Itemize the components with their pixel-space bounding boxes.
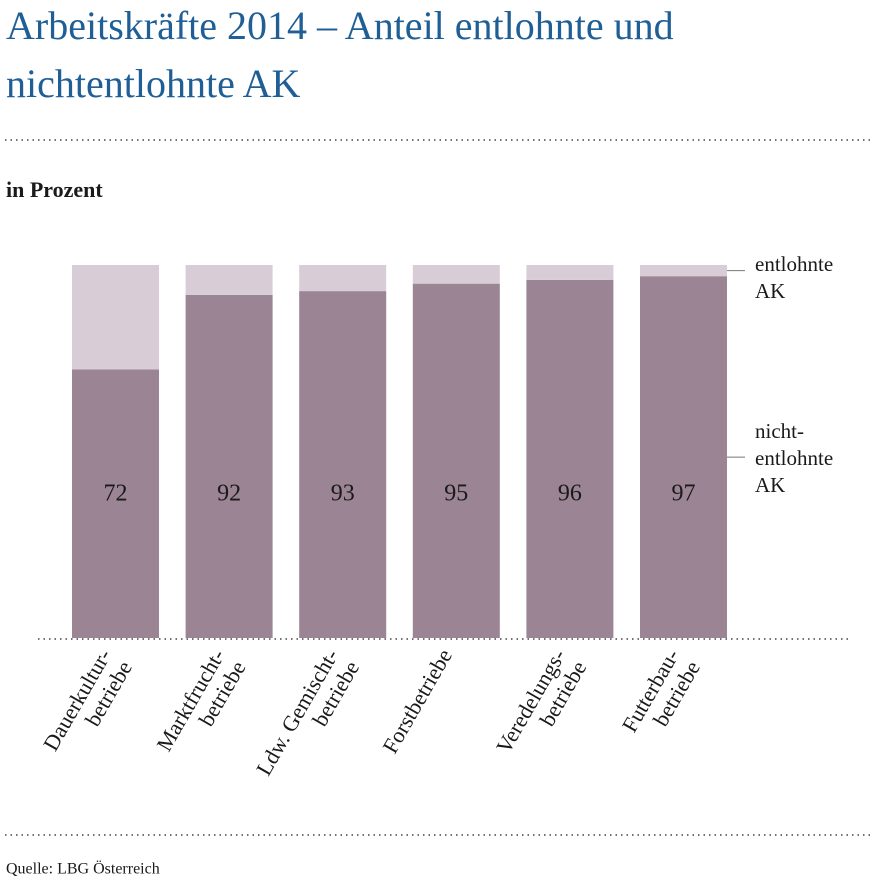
bar-segment: [412, 283, 500, 638]
source: Quelle: LBG Österreich: [6, 860, 160, 878]
bar-segment: [412, 265, 500, 284]
bar-segment: [640, 276, 727, 638]
bar-segment: [640, 265, 727, 277]
legend-label: nicht-entlohnte AK: [755, 419, 833, 497]
bar-segment: [72, 265, 159, 370]
bar-segment: [299, 291, 387, 638]
x-tick-label: Ldw. Gemischt-betriebe: [251, 645, 364, 792]
bar-segment: [526, 279, 614, 638]
value-label: 95: [444, 481, 468, 507]
text-line: Forstbetriebe: [377, 645, 457, 758]
subtitle: in Prozent: [6, 177, 103, 202]
value-label: 96: [558, 481, 582, 507]
text-line: Arbeitskräfte 2014 – Anteil entlohnte un…: [6, 3, 674, 48]
x-tick-label: Futterbau-betriebe: [617, 645, 705, 749]
value-label: 72: [104, 481, 128, 507]
text-line: entlohnte: [755, 252, 833, 276]
x-tick-label: Dauerkultur-betriebe: [38, 645, 137, 768]
bar-segment: [185, 265, 273, 295]
text-line: nicht-: [755, 419, 804, 443]
x-tick-label: Veredelungs-betriebe: [491, 645, 591, 770]
legend-label: entlohnte AK: [755, 252, 833, 303]
value-label: 93: [331, 481, 355, 507]
x-tick-label: Forstbetriebe: [377, 645, 457, 758]
chart-title: Arbeitskräfte 2014 – Anteil entlohnte un…: [6, 3, 674, 106]
value-label: 92: [217, 481, 241, 507]
text-line: AK: [755, 279, 785, 303]
text-line: entlohnte: [755, 446, 833, 470]
bar-segment: [299, 265, 387, 292]
bar-segment: [72, 369, 159, 638]
text-line: AK: [755, 473, 785, 497]
bar-segment: [526, 265, 614, 280]
x-tick-label: Marktfrucht-betriebe: [151, 645, 250, 768]
bar-segment: [185, 294, 273, 638]
text-line: nichtentlohnte AK: [6, 61, 301, 106]
value-label: 97: [672, 481, 696, 507]
